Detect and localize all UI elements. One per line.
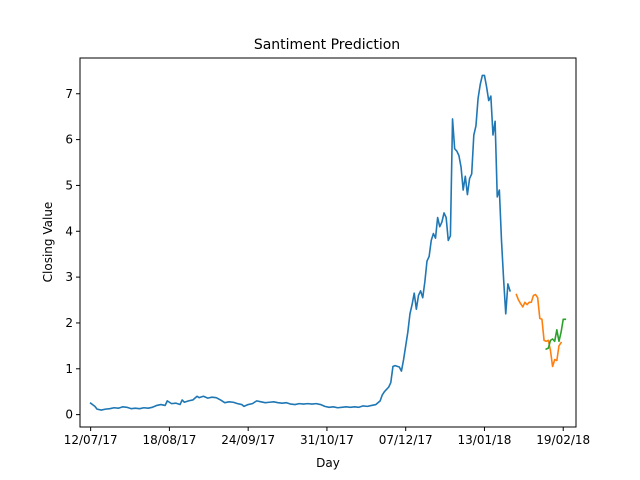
- y-axis: 0 1 2 3 4 5 6 7: [65, 87, 80, 422]
- chart-title: Santiment Prediction: [254, 37, 400, 53]
- x-tick-label: 12/07/17: [64, 433, 118, 447]
- y-tick-label: 7: [65, 87, 73, 101]
- series-line-3: [545, 318, 567, 351]
- series-layer: [89, 74, 567, 411]
- x-tick-label: 18/08/17: [142, 433, 196, 447]
- x-tick-label: 19/02/18: [536, 433, 590, 447]
- y-tick-label: 0: [65, 408, 73, 422]
- y-tick-label: 4: [65, 224, 73, 238]
- x-axis: 12/07/17 18/08/17 24/09/17 31/10/17 07/12/17…: [64, 427, 590, 447]
- series-line-2: [515, 293, 563, 368]
- y-tick-label: 3: [65, 270, 73, 284]
- y-tick-label: 1: [65, 362, 73, 376]
- y-axis-label: Closing Value: [41, 202, 55, 283]
- x-tick-label: 13/01/18: [458, 433, 512, 447]
- series-line-1: [89, 74, 512, 411]
- y-tick-label: 2: [65, 316, 73, 330]
- x-tick-label: 07/12/17: [379, 433, 433, 447]
- x-axis-label: Day: [316, 456, 340, 470]
- y-tick-label: 5: [65, 178, 73, 192]
- x-tick-label: 31/10/17: [300, 433, 354, 447]
- plot-frame: [79, 57, 577, 428]
- y-tick-label: 6: [65, 133, 73, 147]
- x-tick-label: 24/09/17: [221, 433, 275, 447]
